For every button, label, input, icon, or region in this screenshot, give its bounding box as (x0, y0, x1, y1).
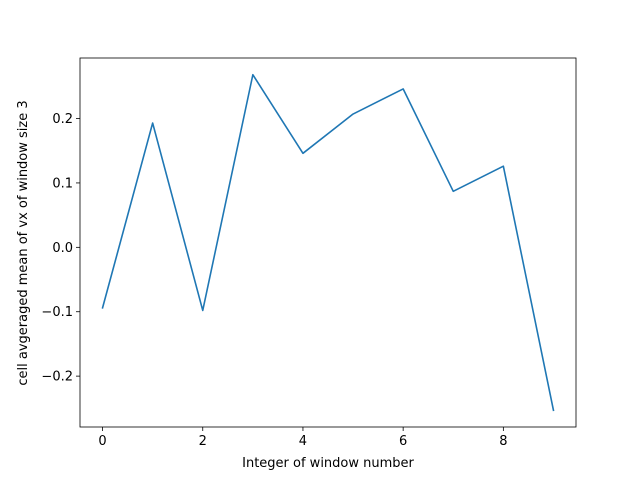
x-tick-label: 0 (98, 434, 106, 449)
x-axis-label: Integer of window number (242, 456, 414, 471)
y-axis-label: cell avgeraged mean of vx of window size… (16, 100, 31, 385)
y-tick-label: −0.1 (41, 305, 73, 320)
y-tick-label: −0.2 (41, 370, 73, 385)
y-tick-label: 0.0 (52, 241, 73, 256)
x-axis: 0 2 4 6 8 (98, 427, 507, 449)
x-tick-label: 6 (399, 434, 407, 449)
y-tick-label: 0.1 (52, 176, 73, 191)
plot-area (79, 57, 577, 428)
x-tick-label: 2 (199, 434, 207, 449)
y-tick-label: 0.2 (52, 112, 73, 127)
x-tick-label: 8 (499, 434, 507, 449)
series-line-0 (101, 73, 555, 412)
plot-frame (79, 57, 577, 428)
x-tick-label: 4 (299, 434, 307, 449)
y-axis: −0.2 −0.1 0.0 0.1 0.2 (41, 112, 80, 385)
